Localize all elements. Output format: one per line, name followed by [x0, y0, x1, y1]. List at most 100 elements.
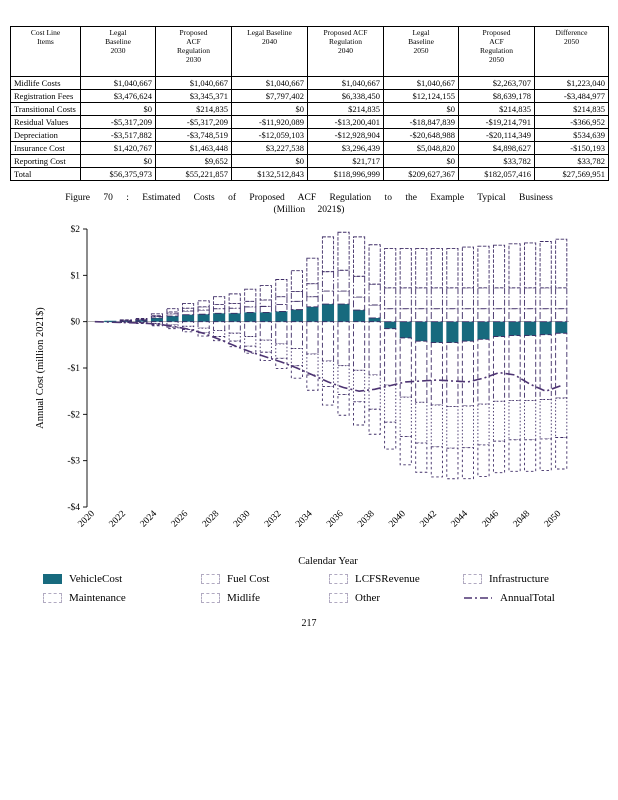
- table-row: Insurance Cost $1,420,767 $1,463,448 $3,227…: [10, 141, 609, 156]
- cell-value: $6,338,450: [307, 89, 384, 104]
- cell-value: $209,627,367: [383, 167, 459, 182]
- legend-label: Fuel Cost: [227, 573, 270, 586]
- cell-value: $214,835: [458, 102, 535, 117]
- svg-text:$2: $2: [71, 224, 81, 235]
- cell-value: $21,717: [307, 154, 384, 169]
- maintenance-swatch-icon: [43, 593, 62, 604]
- svg-text:-$2: -$2: [67, 409, 80, 420]
- svg-text:-$3: -$3: [67, 456, 80, 467]
- svg-text:2038: 2038: [356, 509, 377, 530]
- svg-text:2032: 2032: [263, 509, 284, 530]
- cell-value: $1,420,767: [80, 141, 156, 156]
- column-header: Legal Baseline 2030: [80, 26, 156, 77]
- cell-value: -$20,114,349: [458, 128, 535, 143]
- figure-caption: Figure 70 : Estimated Costs of Proposed …: [14, 193, 604, 215]
- table-row: Total $56,375,973 $55,221,857 $132,512,843 $…: [10, 167, 609, 182]
- figure-caption-line2: (Million 2021$): [273, 205, 345, 216]
- cell-value: $5,048,820: [383, 141, 459, 156]
- annual-total-line-swatch-icon: [464, 597, 492, 599]
- svg-text:2036: 2036: [325, 509, 346, 530]
- column-header: Proposed ACF Regulation 2030: [155, 26, 232, 77]
- row-label: Total: [10, 167, 81, 182]
- row-label: Depreciation: [10, 128, 81, 143]
- column-header: Proposed ACF Regulation 2040: [307, 26, 384, 77]
- legend-item-midlife: Midlife: [201, 592, 329, 604]
- svg-text:2026: 2026: [170, 509, 191, 530]
- svg-text:2048: 2048: [512, 509, 533, 530]
- cell-value: $1,223,040: [534, 75, 609, 91]
- cell-value: $214,835: [307, 102, 384, 117]
- cell-value: $0: [383, 102, 459, 117]
- cell-value: $1,040,667: [80, 75, 156, 91]
- cell-value: $132,512,843: [231, 167, 308, 182]
- legend-item-other: Other: [329, 592, 463, 604]
- table-row: Depreciation -$3,517,882 -$3,748,519 -$12,0…: [10, 128, 609, 143]
- midlife-swatch-icon: [201, 593, 220, 604]
- table-row: Registration Fees $3,476,624 $3,345,371 $7,…: [10, 89, 609, 104]
- cell-value: $3,227,538: [231, 141, 308, 156]
- cost-comparison-table: Cost Line Items Legal Baseline 2030 Propos…: [10, 26, 609, 182]
- cell-value: $3,476,624: [80, 89, 156, 104]
- svg-text:2040: 2040: [387, 509, 408, 530]
- svg-text:2022: 2022: [108, 509, 129, 530]
- page-number: 217: [301, 618, 317, 630]
- cell-value: -$3,484,977: [534, 89, 609, 104]
- table-body: Midlife Costs $1,040,667 $1,040,667 $1,040,…: [10, 75, 609, 182]
- cell-value: -$5,317,209: [155, 115, 232, 130]
- cell-value: -$3,748,519: [155, 128, 232, 143]
- chart-legend: VehicleCost Fuel Cost LCFSRevenue Infras…: [31, 573, 587, 604]
- cell-value: -$3,517,882: [80, 128, 156, 143]
- cell-value: $182,057,416: [458, 167, 535, 182]
- svg-text:-$1: -$1: [67, 363, 80, 374]
- legend-label: Midlife: [227, 592, 260, 605]
- cell-value: -$150,193: [534, 141, 609, 156]
- legend-label: Other: [355, 592, 381, 605]
- svg-text:$0: $0: [71, 317, 81, 328]
- cell-value: $1,463,448: [155, 141, 232, 156]
- cell-value: $9,652: [155, 154, 232, 169]
- legend-label: LCFSRevenue: [355, 573, 420, 586]
- cell-value: -$11,920,089: [231, 115, 308, 130]
- table-row: Residual Values -$5,317,209 -$5,317,209 -$1…: [10, 115, 609, 130]
- svg-text:2024: 2024: [139, 509, 160, 530]
- cell-value: -$19,214,791: [458, 115, 535, 130]
- svg-text:2034: 2034: [294, 509, 315, 530]
- vehicle-cost-swatch-icon: [43, 574, 62, 585]
- cell-value: $1,040,667: [307, 75, 384, 91]
- cell-value: $33,782: [458, 154, 535, 169]
- annual-cost-chart: $2 $1 $0 -$1 -$2 -$3 -$4 2020 2022 2024 2026 2028 20…: [31, 217, 587, 604]
- legend-label: Maintenance: [69, 592, 126, 605]
- legend-item-annual-total: AnnualTotal: [463, 592, 575, 604]
- cell-value: $7,797,402: [231, 89, 308, 104]
- cell-value: -$13,200,401: [307, 115, 384, 130]
- svg-text:2042: 2042: [418, 509, 439, 530]
- fuel-cost-swatch-icon: [201, 574, 220, 585]
- cell-value: $56,375,973: [80, 167, 156, 182]
- cell-value: $2,263,707: [458, 75, 535, 91]
- row-label: Residual Values: [10, 115, 81, 130]
- cell-value: -$12,928,904: [307, 128, 384, 143]
- cell-value: $1,040,667: [383, 75, 459, 91]
- cell-value: $27,569,951: [534, 167, 609, 182]
- row-label: Midlife Costs: [10, 75, 81, 91]
- cell-value: $0: [80, 154, 156, 169]
- cell-value: $118,996,999: [307, 167, 384, 182]
- table-row: Transitional Costs $0 $214,835 $0 $214,835 $0…: [10, 102, 609, 117]
- row-label: Transitional Costs: [10, 102, 81, 117]
- svg-text:Calendar Year: Calendar Year: [298, 556, 358, 567]
- svg-text:2046: 2046: [481, 509, 502, 530]
- cell-value: $1,040,667: [231, 75, 308, 91]
- cell-value: $214,835: [155, 102, 232, 117]
- cell-value: $214,835: [534, 102, 609, 117]
- cell-value: $0: [383, 154, 459, 169]
- table-row: Reporting Cost $0 $9,652 $0 $21,717 $0 $33,782…: [10, 154, 609, 169]
- cell-value: $3,345,371: [155, 89, 232, 104]
- svg-text:2050: 2050: [543, 509, 564, 530]
- table-row: Midlife Costs $1,040,667 $1,040,667 $1,040,…: [10, 75, 609, 91]
- cell-value: $0: [80, 102, 156, 117]
- column-header: Difference 2050: [534, 26, 609, 77]
- document-page: Cost Line Items Legal Baseline 2030 Propos…: [10, 26, 609, 630]
- row-label: Registration Fees: [10, 89, 81, 104]
- cell-value: -$18,847,839: [383, 115, 459, 130]
